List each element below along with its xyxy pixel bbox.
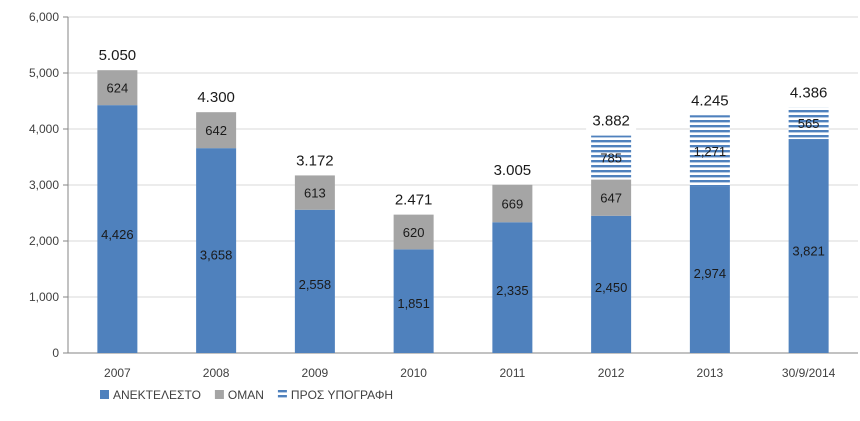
- bar-segment-anektelesto: [294, 209, 335, 353]
- segment-value-label: 642: [205, 123, 227, 138]
- segment-value-label: 2,974: [694, 266, 727, 281]
- bar-segment-anektelesto: [393, 249, 434, 353]
- bar-segment-pros-ypografi: [689, 115, 730, 187]
- x-tick-label: 2011: [499, 366, 525, 380]
- total-label-bg: [92, 44, 143, 65]
- total-label-bg: [289, 149, 340, 170]
- total-label-bg: [487, 158, 538, 179]
- bar-segment-oman: [196, 112, 237, 149]
- bar-segment-anektelesto: [492, 222, 533, 353]
- segment-value-label: 669: [502, 197, 524, 212]
- total-value-label: 3.172: [296, 152, 334, 169]
- axes: 0 1,000 2,000 3,000 4,000 5,000 6,000 2007 2008 2…: [29, 10, 858, 380]
- bar-segment-anektelesto: [591, 215, 632, 353]
- bar-segment-anektelesto: [689, 186, 730, 353]
- y-tick-label: 1,000: [29, 290, 59, 304]
- legend-label: ΑΝΕΚΤΕΛΕΣΤΟ: [113, 388, 201, 402]
- y-tick-label: 0: [52, 346, 59, 360]
- legend-swatch: [277, 390, 287, 399]
- total-value-label: 2.471: [395, 192, 433, 209]
- legend-swatch: [214, 390, 224, 399]
- segment-value-label: 565: [798, 116, 820, 131]
- segment-value-label: 1,271: [694, 144, 727, 159]
- total-value-label: 4.245: [691, 92, 729, 109]
- total-label-bg: [684, 89, 735, 110]
- bars: [97, 70, 829, 353]
- total-label-bg: [586, 109, 637, 130]
- total-value-label: 3.005: [494, 162, 532, 179]
- segment-value-label: 3,821: [792, 243, 825, 258]
- y-tick-label: 2,000: [29, 234, 59, 248]
- total-label-bg: [783, 81, 834, 102]
- y-tick-label: 4,000: [29, 122, 59, 136]
- bar-segment-oman: [97, 70, 138, 106]
- gridlines: [68, 16, 858, 298]
- x-tick-label: 30/9/2014: [782, 366, 836, 380]
- segment-value-label: 1,851: [397, 296, 430, 311]
- segment-value-label: 624: [107, 81, 129, 96]
- segment-value-label: 647: [600, 191, 622, 206]
- segment-value-label: 620: [403, 225, 425, 240]
- legend-label: ΟΜΑΝ: [228, 388, 264, 402]
- total-label-bg: [388, 188, 439, 209]
- segment-value-label: 2,450: [595, 280, 628, 295]
- x-tick-label: 2010: [400, 366, 427, 380]
- segment-value-label: 613: [304, 186, 326, 201]
- x-tick-label: 2009: [302, 366, 329, 380]
- segment-value-label: 785: [600, 151, 622, 166]
- x-tick-label: 2008: [203, 366, 230, 380]
- legend-swatch: [100, 390, 109, 399]
- bar-segment-oman: [492, 184, 533, 223]
- y-tick-label: 6,000: [29, 10, 59, 24]
- segment-value-label: 2,558: [299, 277, 332, 292]
- y-tick-label: 3,000: [29, 178, 59, 192]
- x-tick-label: 2012: [598, 366, 625, 380]
- data-labels: 4,426 624 5.050 3,658 642 4.300 2,558 613 3.172 1…: [92, 44, 834, 311]
- total-value-label: 4.386: [790, 84, 828, 101]
- y-tick-label: 5,000: [29, 66, 59, 80]
- total-label-bg: [191, 86, 242, 107]
- legend: ΑΝΕΚΤΕΛΕΣΤΟ ΟΜΑΝ ΠΡΟΣ ΥΠΟΓΡΑΦΗ: [100, 388, 393, 402]
- x-tick-label: 2007: [104, 366, 131, 380]
- segment-value-label: 4,426: [101, 227, 134, 242]
- x-tick-label: 2013: [697, 366, 724, 380]
- bar-segment-oman: [591, 179, 632, 216]
- bar-segment-oman: [294, 175, 335, 210]
- total-value-label: 4.300: [197, 89, 235, 106]
- segment-value-label: 2,335: [496, 283, 529, 298]
- bar-segment-pros-ypografi: [591, 135, 632, 180]
- bar-segment-oman: [393, 214, 434, 250]
- total-value-label: 5.050: [99, 47, 137, 64]
- bar-segment-anektelesto: [97, 105, 138, 353]
- segment-value-label: 3,658: [200, 248, 233, 263]
- bar-segment-anektelesto: [788, 139, 829, 353]
- bar-segment-anektelesto: [196, 148, 237, 353]
- legend-label: ΠΡΟΣ ΥΠΟΓΡΑΦΗ: [291, 388, 393, 402]
- total-value-label: 3.882: [592, 113, 630, 130]
- bar-segment-pros-ypografi: [788, 107, 829, 140]
